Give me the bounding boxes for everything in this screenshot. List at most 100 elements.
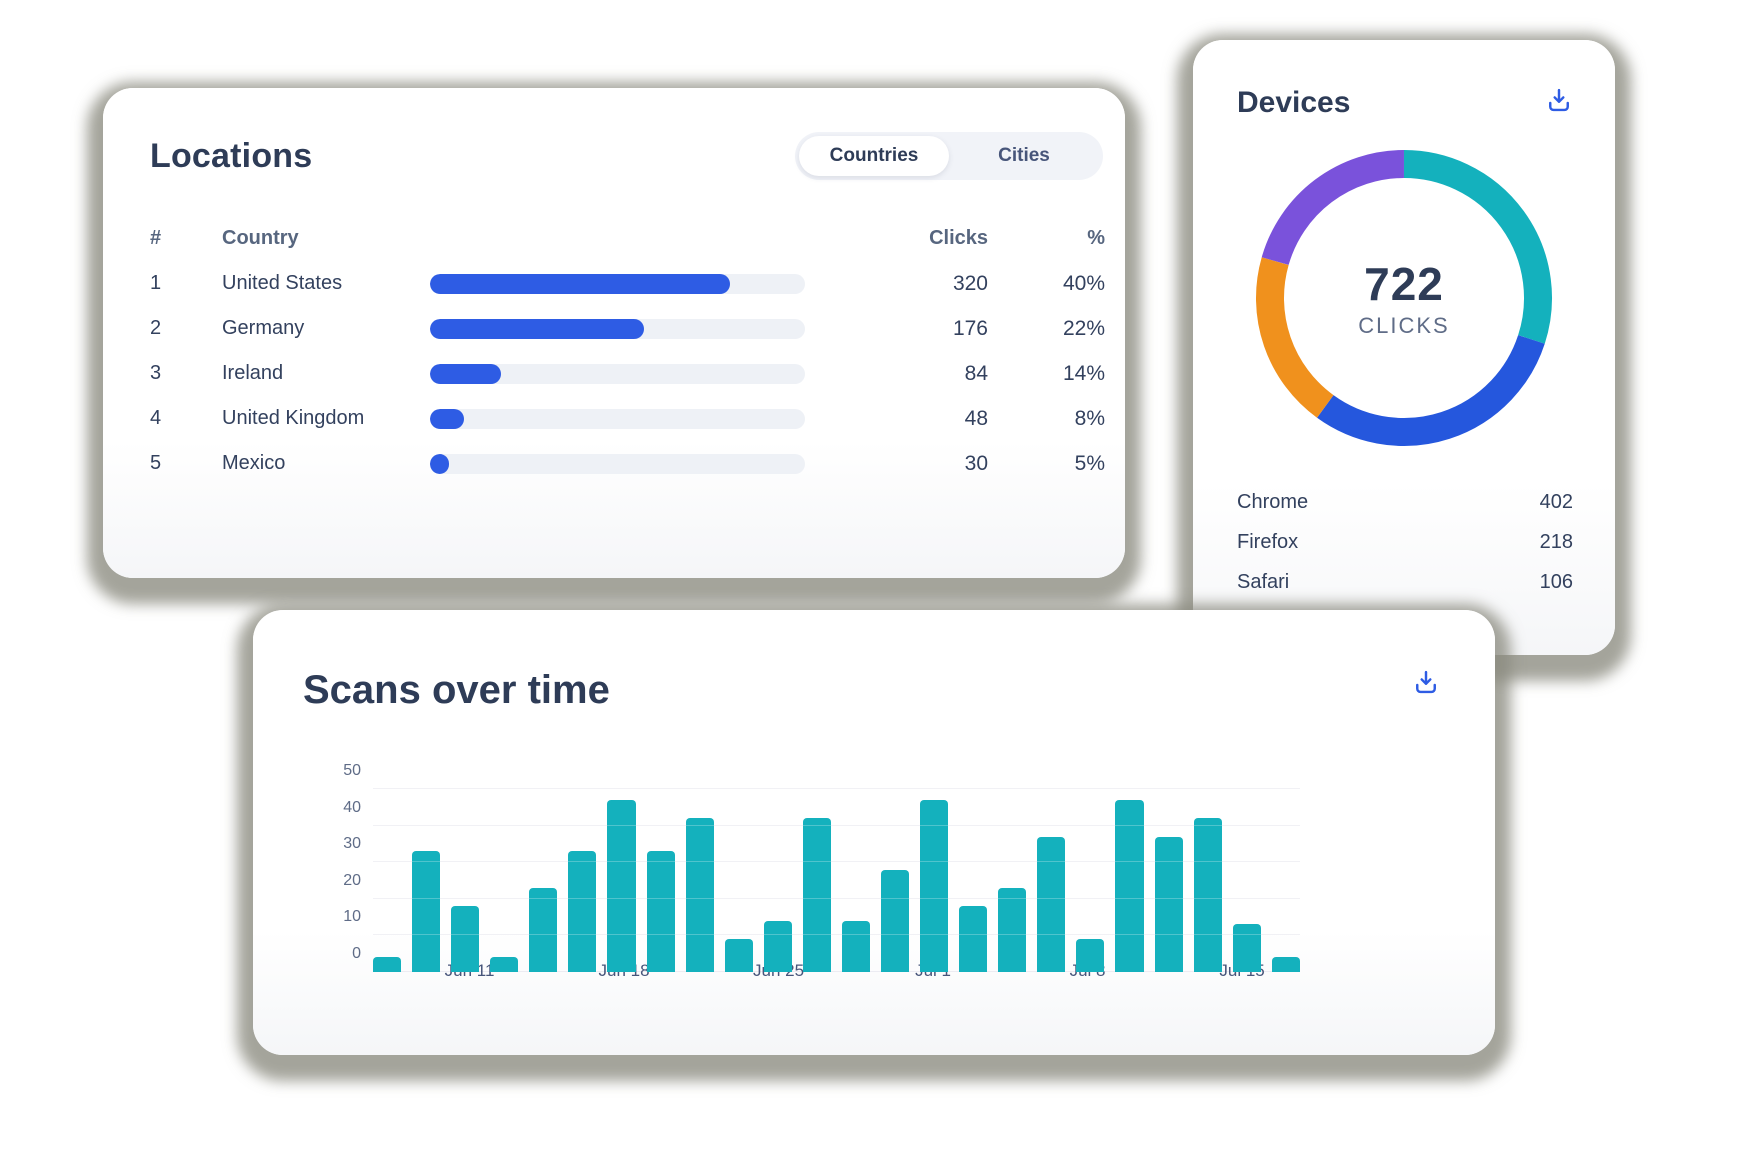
bar	[1154, 836, 1183, 972]
gridline-overlay	[373, 934, 1300, 936]
gridline	[373, 934, 1300, 936]
gridline-overlay	[373, 861, 1300, 863]
download-icon[interactable]	[1545, 86, 1573, 114]
clicks-bar-track	[430, 318, 805, 339]
clicks-bar-track	[430, 273, 805, 294]
donut-center: 722 CLICKS	[1254, 148, 1554, 448]
countries-cities-toggle: Countries Cities	[795, 132, 1103, 180]
cell-rank: 2	[150, 317, 162, 339]
bar	[568, 851, 597, 972]
header-clicks: Clicks	[929, 227, 988, 249]
bar	[490, 957, 519, 972]
legend-name: Chrome	[1237, 490, 1309, 513]
bar	[841, 920, 871, 972]
cell-rank: 3	[150, 362, 162, 384]
cell-country: Ireland	[222, 362, 284, 384]
clicks-bar-track	[430, 363, 805, 384]
header-percent: %	[1087, 227, 1105, 249]
table-row: 2 Germany 176 22%	[150, 306, 1105, 351]
cell-clicks: 48	[964, 406, 988, 430]
scans-header: Scans over time	[253, 610, 1495, 713]
clicks-bar-fill	[430, 318, 644, 339]
clicks-bar-fill	[430, 273, 730, 294]
gridline	[373, 824, 1300, 826]
table-row: 5 Mexico 30 5%	[150, 441, 1105, 486]
cell-country: Germany	[222, 317, 305, 339]
bar	[529, 887, 558, 972]
gridline	[373, 788, 1300, 789]
gridline	[373, 897, 1300, 899]
cell-clicks: 176	[952, 316, 988, 340]
bar	[451, 906, 480, 972]
bar	[802, 818, 831, 972]
legend-name: Safari	[1237, 570, 1290, 593]
legend-value: 402	[1539, 490, 1573, 513]
bar	[920, 799, 949, 972]
bar-series	[373, 789, 1300, 972]
y-tick-label: 40	[343, 798, 361, 816]
scans-title: Scans over time	[303, 668, 610, 712]
legend-value: 106	[1539, 570, 1573, 593]
toggle-option-cities[interactable]: Cities	[998, 145, 1050, 166]
y-tick-label: 20	[343, 871, 361, 889]
clicks-bar-track	[430, 453, 805, 474]
legend-value: 218	[1539, 530, 1573, 553]
clicks-bar-fill	[430, 408, 464, 429]
bar	[646, 851, 675, 972]
legend-row: Chrome 402	[1237, 482, 1573, 522]
locations-table-header: # Country Clicks %	[150, 216, 1105, 261]
download-icon[interactable]	[1412, 668, 1440, 696]
scans-bar-chart: 0 10 20 30 40 50	[343, 762, 1300, 972]
gridline-overlay	[373, 897, 1300, 899]
teal-segment	[1403, 150, 1552, 344]
locations-title: Locations	[150, 136, 313, 175]
locations-header: Locations Countries Cities	[103, 88, 1125, 180]
locations-rows: 1 United States 320 40% 2 Germany 176 22% 3 Irela…	[150, 261, 1105, 486]
clicks-bar-track	[430, 408, 805, 429]
devices-header: Devices	[1193, 40, 1615, 120]
donut-clicks-label: CLICKS	[1358, 313, 1450, 338]
gridline-overlay	[373, 788, 1300, 789]
bar	[959, 906, 988, 972]
y-tick-label: 10	[343, 908, 361, 926]
cell-clicks: 30	[964, 451, 988, 475]
legend-name: Firefox	[1237, 530, 1299, 553]
bar	[1115, 799, 1144, 972]
header-rank: #	[150, 227, 162, 249]
cell-country: United Kingdom	[222, 407, 365, 429]
gridline	[373, 971, 1300, 972]
cell-clicks: 84	[964, 361, 988, 385]
gridline	[373, 861, 1300, 863]
donut-ring	[1256, 150, 1552, 446]
purple-segment	[1261, 150, 1405, 266]
donut-total-clicks: 722	[1364, 258, 1444, 310]
toggle-option-countries[interactable]: Countries	[799, 136, 949, 176]
cell-clicks: 320	[952, 271, 988, 295]
bar	[685, 818, 714, 972]
header-country: Country	[222, 227, 299, 249]
devices-legend: Chrome 402 Firefox 218 Safari 106	[1193, 482, 1615, 602]
locations-table: # Country Clicks % 1 United States 320 40% 2…	[103, 180, 1125, 486]
bar	[607, 799, 636, 972]
table-row: 1 United States 320 40%	[150, 261, 1105, 306]
bar	[1076, 939, 1105, 972]
bar	[881, 869, 910, 972]
cell-percent: 22%	[1062, 316, 1105, 340]
devices-title: Devices	[1237, 86, 1351, 119]
table-row: 4 United Kingdom 48 8%	[150, 396, 1105, 441]
y-tick-label: 0	[352, 945, 361, 962]
bar	[1193, 818, 1222, 972]
bar	[998, 887, 1027, 972]
cell-percent: 40%	[1062, 271, 1105, 295]
bar	[412, 851, 441, 972]
orange-segment	[1256, 257, 1334, 418]
legend-row: Firefox 218	[1237, 522, 1573, 562]
y-tick-label: 30	[343, 835, 361, 853]
bar	[1271, 957, 1300, 972]
bar	[1037, 836, 1066, 972]
gridline-overlay	[373, 824, 1300, 826]
y-tick-label: 50	[343, 762, 361, 779]
cell-percent: 14%	[1062, 361, 1105, 385]
